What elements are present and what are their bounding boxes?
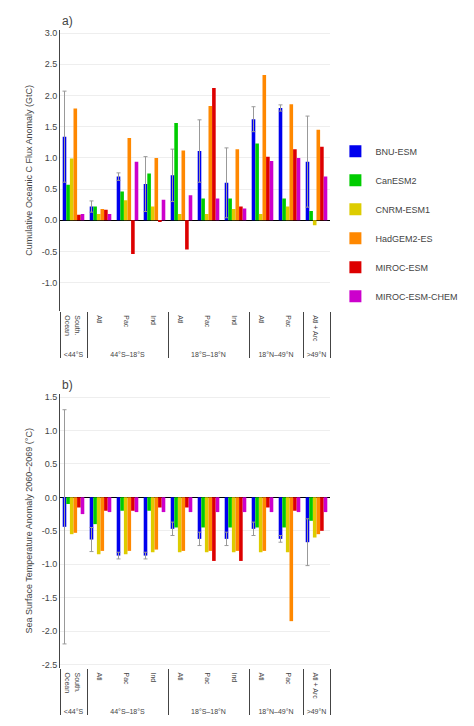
svg-text:1.5: 1.5 — [45, 122, 58, 132]
svg-text:-1.0: -1.0 — [42, 559, 58, 569]
svg-text:Ind: Ind — [231, 315, 238, 325]
svg-text:<44°S: <44°S — [64, 351, 84, 358]
svg-text:0.0: 0.0 — [45, 215, 58, 225]
svg-text:CanESM2: CanESM2 — [375, 176, 416, 186]
svg-text:<44°S: <44°S — [64, 708, 84, 715]
svg-text:>49°N: >49°N — [307, 708, 327, 715]
svg-text:0.0: 0.0 — [45, 493, 58, 503]
svg-text:18°S–18°N: 18°S–18°N — [191, 708, 226, 715]
svg-text:HadGEM2-ES: HadGEM2-ES — [375, 234, 432, 244]
svg-text:Ind: Ind — [231, 673, 238, 683]
svg-text:Atl: Atl — [258, 315, 265, 324]
svg-text:MIROC-ESM: MIROC-ESM — [375, 263, 428, 273]
svg-text:1.0: 1.0 — [45, 153, 58, 163]
svg-text:Cumulative Oceanic C Flux Anom: Cumulative Oceanic C Flux Anomaly (GtC) — [24, 85, 34, 256]
svg-text:1.0: 1.0 — [45, 426, 58, 436]
svg-text:Ind: Ind — [150, 315, 157, 325]
svg-text:Ind: Ind — [150, 673, 157, 683]
svg-text:Pac: Pac — [285, 673, 292, 686]
svg-text:Atl: Atl — [96, 315, 103, 324]
svg-text:-1.5: -1.5 — [42, 593, 58, 603]
svg-text:>49°N: >49°N — [307, 351, 327, 358]
svg-text:0.5: 0.5 — [45, 459, 58, 469]
svg-text:-1.0: -1.0 — [42, 278, 58, 288]
svg-text:1.5: 1.5 — [45, 392, 58, 402]
svg-text:18°S–18°N: 18°S–18°N — [191, 351, 226, 358]
svg-text:Sea Surface Temperature Anomal: Sea Surface Temperature Anomaly 2060–206… — [24, 428, 34, 634]
svg-text:18°N–49°N: 18°N–49°N — [258, 351, 293, 358]
svg-text:44°S–18°S: 44°S–18°S — [110, 351, 145, 358]
svg-text:3.0: 3.0 — [45, 28, 58, 38]
svg-text:a): a) — [62, 14, 73, 28]
svg-text:b): b) — [62, 378, 73, 392]
svg-text:Pac: Pac — [123, 673, 130, 686]
svg-text:Atl: Atl — [258, 673, 265, 682]
svg-text:-2.0: -2.0 — [42, 626, 58, 636]
svg-text:South.Ocean: South.Ocean — [64, 315, 80, 336]
svg-text:Atl: Atl — [177, 315, 184, 324]
svg-text:44°S–18°S: 44°S–18°S — [110, 708, 145, 715]
svg-text:Atl + Arc: Atl + Arc — [312, 315, 319, 342]
svg-text:Atl: Atl — [177, 673, 184, 682]
svg-text:Atl + Arc: Atl + Arc — [312, 673, 319, 700]
svg-text:South.Ocean: South.Ocean — [64, 673, 80, 694]
svg-text:2.0: 2.0 — [45, 91, 58, 101]
svg-text:-0.5: -0.5 — [42, 526, 58, 536]
svg-text:Pac: Pac — [123, 315, 130, 328]
svg-text:2.5: 2.5 — [45, 59, 58, 69]
svg-text:Pac: Pac — [285, 315, 292, 328]
svg-text:MIROC-ESM-CHEM: MIROC-ESM-CHEM — [375, 292, 457, 302]
svg-text:Pac: Pac — [204, 673, 211, 686]
svg-text:BNU-ESM: BNU-ESM — [375, 147, 417, 157]
svg-text:CNRM-ESM1: CNRM-ESM1 — [375, 205, 430, 215]
svg-text:0.5: 0.5 — [45, 184, 58, 194]
svg-text:Atl: Atl — [96, 673, 103, 682]
svg-text:-0.5: -0.5 — [42, 247, 58, 257]
svg-text:-2.5: -2.5 — [42, 660, 58, 670]
svg-text:Pac: Pac — [204, 315, 211, 328]
svg-text:18°N–49°N: 18°N–49°N — [258, 708, 293, 715]
